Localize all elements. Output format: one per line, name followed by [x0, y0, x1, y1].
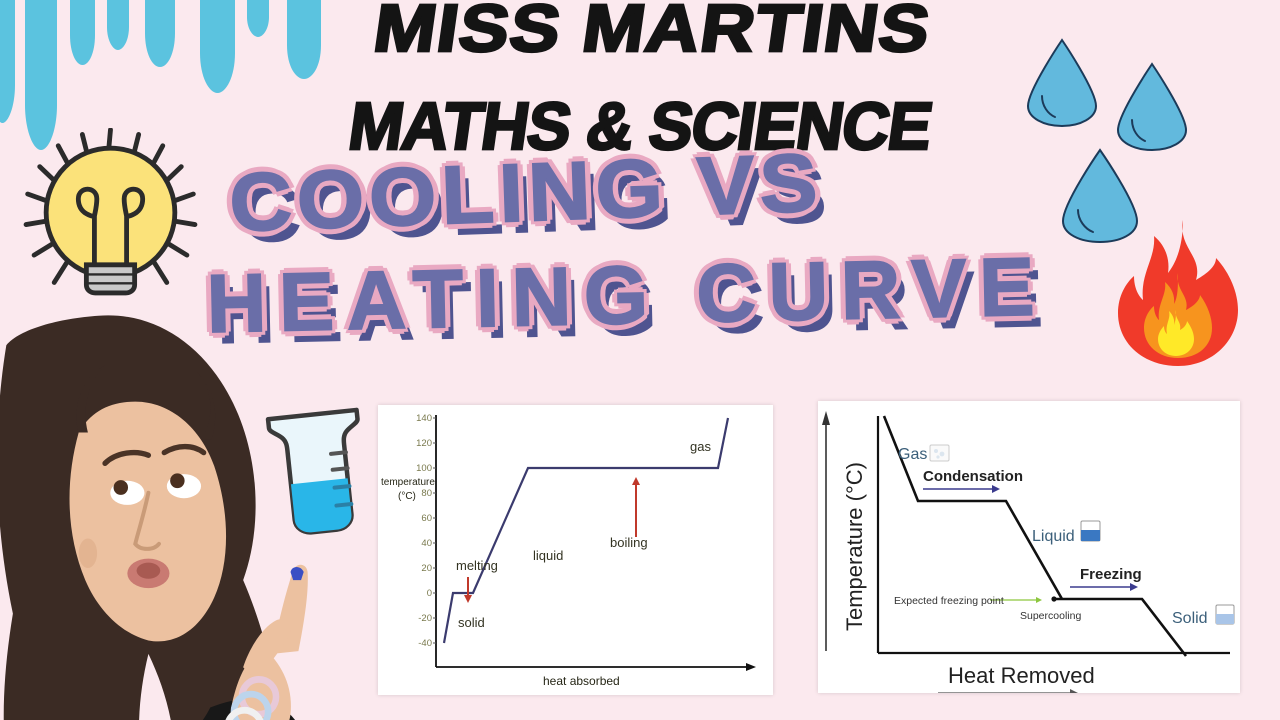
svg-text:Condensation: Condensation — [923, 468, 1023, 485]
svg-text:Supercooling: Supercooling — [1020, 610, 1081, 622]
svg-text:Liquid: Liquid — [1032, 528, 1075, 545]
svg-text:Gas: Gas — [898, 446, 927, 463]
svg-text:Temperature (°C): Temperature (°C) — [842, 462, 867, 631]
svg-text:Expected freezing point: Expected freezing point — [894, 595, 1004, 607]
svg-text:Solid: Solid — [1172, 610, 1208, 627]
svg-text:Freezing: Freezing — [1080, 566, 1142, 583]
svg-text:boiling: boiling — [610, 535, 648, 550]
svg-text:heat absorbed: heat absorbed — [543, 674, 620, 688]
svg-text:gas: gas — [690, 439, 711, 454]
svg-text:liquid: liquid — [533, 548, 563, 563]
svg-text:Heat Removed: Heat Removed — [948, 663, 1095, 688]
